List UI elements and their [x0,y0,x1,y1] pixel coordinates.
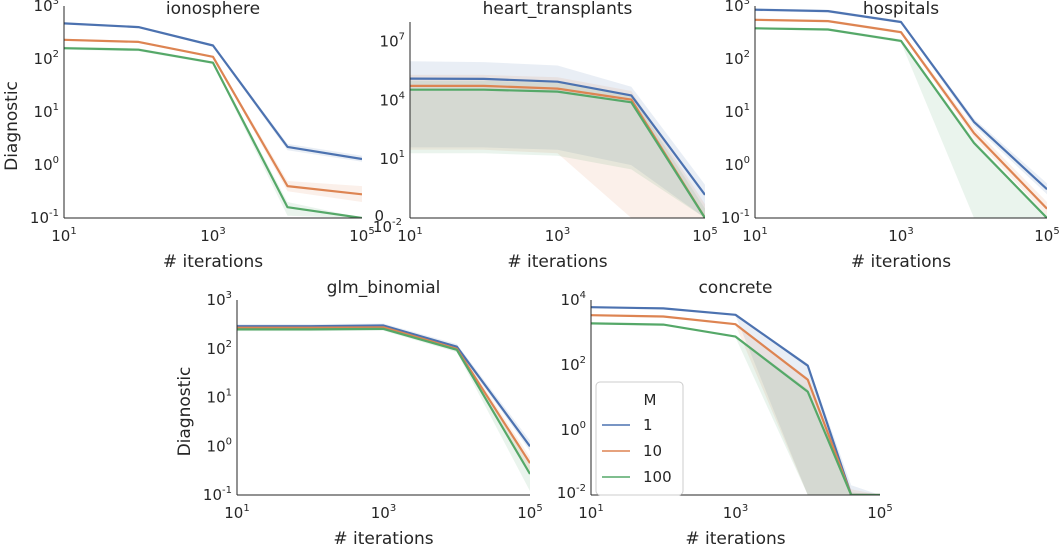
plot-area [64,22,362,218]
y-tick-label: 101 [725,102,750,121]
x-tick-label: 105 [692,226,717,245]
plot-area [410,61,705,218]
panel-hospitals: 101 103 105 10-1 100 101 102 103 hospitals # iter… [721,0,1060,272]
line-series-100 [755,27,1047,218]
legend-label-10: 10 [643,442,662,460]
x-tick-label: 101 [224,503,249,522]
x-tick-label: 101 [51,226,76,245]
chart-title: hospitals [863,0,939,19]
line-series-100 [237,327,530,475]
band-series-100 [237,327,530,492]
line-series-10 [237,326,530,464]
line-series-10 [64,38,362,196]
band-series-10 [410,74,705,218]
legend: M 1 10 100 [595,381,684,496]
x-tick-label: 105 [349,226,374,245]
y-tick-label: 102 [34,49,59,68]
y-tick-label: 10-2 [373,217,402,236]
y-tick-label: 10-2 [557,483,586,502]
y-tick-label: 101 [207,388,232,407]
y-tick-label: 100 [561,420,586,439]
x-axis-label: # iterations [851,252,951,272]
y-tick-label: 103 [207,290,232,309]
x-tick-label: 103 [545,226,570,245]
panel-glm-binomial: 101 103 105 10-1 100 101 102 103 glm_binomial # i… [175,278,543,549]
line-series-100 [64,47,362,218]
y-axis-label: Diagnostic [2,81,22,171]
plot-area [591,306,880,495]
y-tick-label: 100 [725,155,750,174]
y-tick-label: 104 [380,90,405,109]
x-tick-label: 103 [200,226,225,245]
x-tick-label: 103 [371,503,396,522]
plot-area [755,8,1047,218]
x-tick-label: 103 [888,226,913,245]
y-tick-label: 102 [725,49,750,68]
x-axis-label: # iterations [507,252,607,272]
line-series-1 [237,324,530,447]
band-series-1 [64,22,362,162]
y-tick-label: 100 [34,155,59,174]
y-axis-label: Diagnostic [175,367,195,457]
y-tick-label: 100 [207,436,232,455]
line-series-1 [64,22,362,161]
x-tick-label: 105 [867,503,892,522]
y-tick-label: 102 [207,339,232,358]
x-axis-label: # iterations [685,529,785,549]
x-axis-label: # iterations [163,252,263,272]
x-axis-label: # iterations [333,529,433,549]
band-series-10 [591,314,880,495]
x-tick-label: 105 [517,503,542,522]
chart-title: heart_transplants [483,0,633,19]
y-tick-label: 10-1 [721,208,750,227]
y-tick-label: 102 [561,355,586,374]
chart-title: glm_binomial [327,278,441,298]
band-series-100 [755,27,1047,218]
legend-title: M [644,391,657,409]
panel-heart-transplants: 101 103 105010-2101104107heart_transplants… [373,0,718,272]
x-tick-label: 101 [742,226,767,245]
chart-title: concrete [698,278,772,298]
plot-area [237,323,530,492]
line-series-10 [591,314,880,495]
line-series-1 [591,306,880,495]
x-tick-label: 101 [397,226,422,245]
y-tick-label: 0 [374,207,384,225]
y-tick-label: 104 [561,290,586,309]
line-series-1 [410,77,705,196]
y-tick-label: 101 [380,149,405,168]
x-tick-label: 103 [723,503,748,522]
chart-title: ionosphere [166,0,260,19]
x-tick-label: 101 [578,503,603,522]
band-series-1 [591,306,880,495]
band-series-100 [591,323,880,495]
y-tick-label: 10-1 [203,485,232,504]
band-series-10 [64,38,362,202]
y-tick-label: 101 [34,102,59,121]
band-series-100 [410,80,705,218]
line-series-1 [755,8,1047,191]
line-series-100 [410,88,705,218]
y-tick-label: 107 [380,32,405,51]
y-tick-label: 103 [725,0,750,15]
y-tick-label: 103 [34,0,59,15]
legend-label-100: 100 [643,468,672,486]
legend-box [595,381,684,496]
legend-label-1: 1 [643,416,653,434]
x-tick-label: 105 [1034,226,1059,245]
line-series-100 [591,322,880,495]
y-tick-label: 10-1 [30,208,59,227]
panel-ionosphere: 101 103 105 10-1 100 101 102 103 ionosphere # ite… [2,0,375,272]
line-series-10 [755,18,1047,210]
